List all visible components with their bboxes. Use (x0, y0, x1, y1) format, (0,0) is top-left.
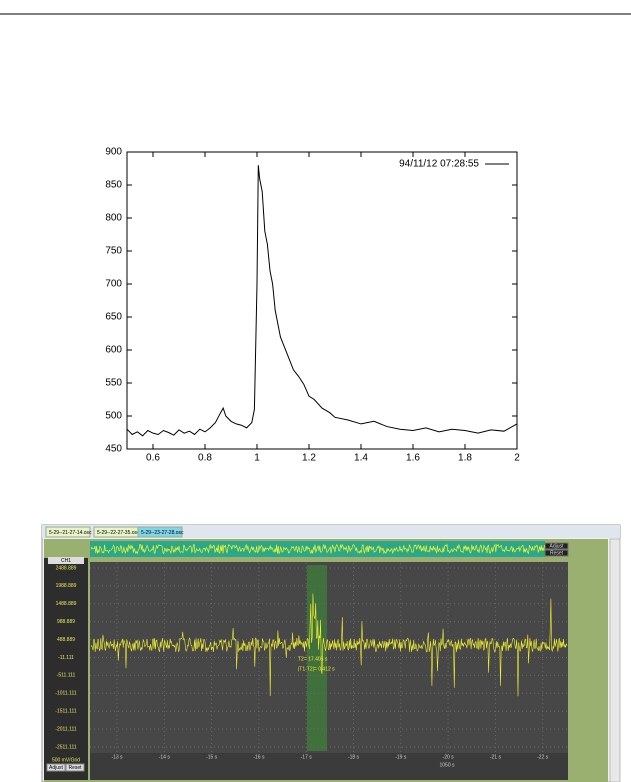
x-tick-label: 2 (514, 453, 520, 464)
button[interactable] (65, 763, 85, 772)
y-axis-label: 988.889 (57, 619, 75, 625)
x-caption: 1050 s (439, 762, 455, 768)
tab-label: 5-29--22-27-35.osc (97, 530, 140, 536)
y-tick-label: 450 (105, 444, 122, 455)
data-line (126, 165, 518, 437)
button-label: Reset (550, 550, 564, 556)
button-label: Adjust (49, 765, 64, 771)
y-tick-label: 700 (105, 279, 122, 290)
button-label: Adjust (550, 543, 565, 549)
y-axis-label: -2011.111 (55, 726, 77, 732)
x-axis-label: -20 s (443, 754, 455, 760)
x-axis-label: -15 s (206, 754, 218, 760)
y-axis-label: 1488.889 (56, 601, 77, 607)
x-tick-label: 1 (254, 453, 260, 464)
x-axis-label: -16 s (253, 754, 265, 760)
y-tick-label: 750 (105, 246, 122, 257)
x-tick-label: 1.2 (302, 453, 316, 464)
axis-panel (44, 558, 88, 780)
y-tick-label: 850 (105, 180, 122, 191)
y-axis-label: -2511.111 (55, 744, 77, 750)
y-tick-label: 650 (105, 312, 122, 323)
x-tick-label: 1.8 (458, 453, 472, 464)
y-axis-label: -511.111 (57, 673, 76, 679)
y-axis-label: 1988.889 (56, 583, 77, 589)
y-axis-label: -1511.111 (55, 709, 77, 715)
y-axis-label: -11.111 (58, 655, 74, 661)
tab-label: 5-29--21-27-14.osc (49, 530, 92, 536)
legend-label: 94/11/12 07:28:55 (399, 159, 479, 170)
cursor-window (307, 565, 327, 751)
y-tick-label: 600 (105, 345, 122, 356)
signal-trace (90, 593, 568, 697)
x-axis-label: -19 s (395, 754, 407, 760)
x-tick-label: 1.4 (354, 453, 368, 464)
x-tick-label: 1.6 (406, 453, 420, 464)
x-axis-label: -13 s (111, 754, 123, 760)
time-axis (90, 753, 568, 780)
y-axis-label: -1011.111 (55, 691, 77, 697)
y-tick-label: 800 (105, 213, 122, 224)
x-axis-label: -18 s (348, 754, 360, 760)
button-label: Reset (68, 765, 82, 771)
x-axis-label: -14 s (159, 754, 171, 760)
x-axis-label: -21 s (490, 754, 502, 760)
button[interactable] (544, 549, 569, 557)
y-axis-label: 2488.889 (56, 565, 77, 571)
channel-box (48, 557, 84, 564)
channel-label: CH1 (61, 558, 71, 564)
x-axis-label: -22 s (537, 754, 549, 760)
tab[interactable] (45, 526, 91, 538)
screenshot: 5-29--21-27-14.osc 5-29--22-27-35.osc 5-29… (41, 524, 621, 782)
x-axis-label: -17 s (301, 754, 313, 760)
y-tick-label: 900 (105, 147, 122, 158)
cursor-label: T2= 17.405 s (298, 656, 328, 662)
tab-label: 5-29--23-27-28.osc (141, 530, 184, 536)
scrollbar[interactable] (609, 538, 621, 782)
scale-label: 500 mV/Grid (52, 757, 80, 763)
x-tick-label: 0.6 (146, 453, 160, 464)
y-axis-label: 488.889 (57, 637, 75, 643)
chart: 450 500 550 600 650 700 750 800 850 900 0.6 0.8 1 1.2… (105, 147, 520, 464)
button[interactable] (46, 763, 66, 772)
tab-bar (42, 525, 620, 538)
plot-frame (126, 151, 518, 450)
button[interactable] (544, 542, 569, 550)
y-tick-label: 550 (105, 378, 122, 389)
overview-strip (90, 541, 545, 557)
overview-trace (90, 543, 545, 555)
cursor-label: |T1-T2|= 0.412 s (298, 666, 335, 672)
x-tick-label: 0.8 (198, 453, 212, 464)
tab[interactable] (137, 526, 183, 538)
y-tick-label: 500 (105, 411, 122, 422)
plot-area (90, 562, 568, 753)
